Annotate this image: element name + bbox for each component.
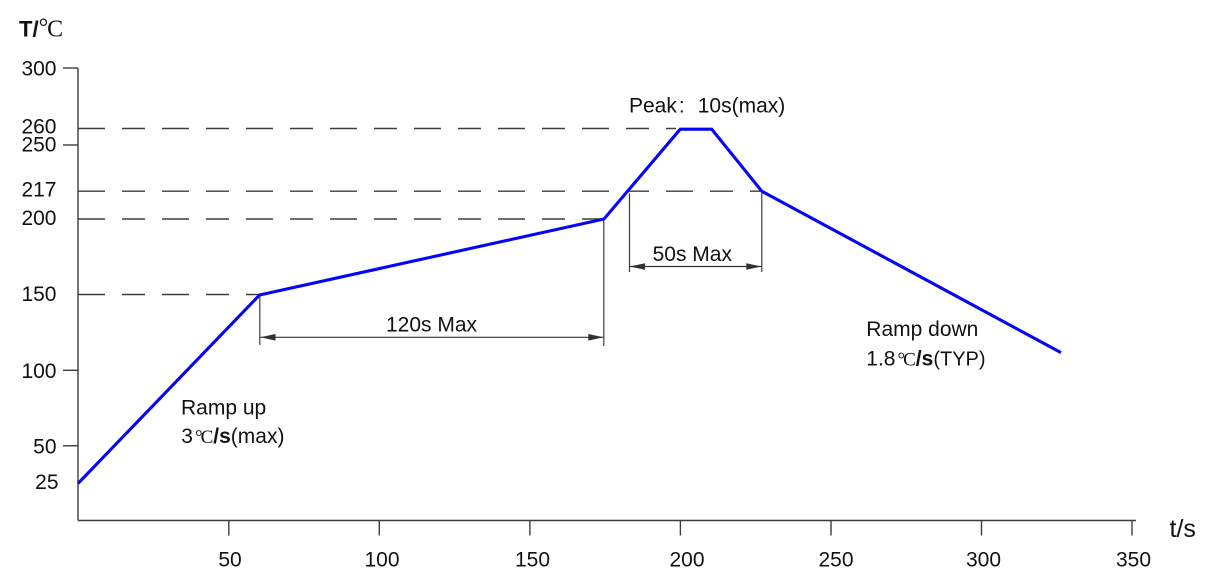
svg-text:300: 300 [21, 57, 56, 80]
svg-text:50s Max: 50s Max [653, 243, 733, 266]
svg-text:50: 50 [33, 435, 56, 458]
svg-text:250: 250 [818, 549, 853, 572]
svg-text:250: 250 [21, 133, 56, 156]
svg-text:200: 200 [21, 207, 56, 230]
svg-text:t/s: t/s [1170, 515, 1196, 543]
svg-text:200: 200 [669, 549, 704, 572]
svg-text:300: 300 [966, 549, 1001, 572]
svg-text:3°C/s(max): 3 °C/s(max) [181, 425, 284, 448]
svg-text:150: 150 [515, 549, 550, 572]
svg-text:350: 350 [1116, 549, 1151, 572]
svg-text:120s Max: 120s Max [386, 314, 478, 337]
svg-text:Peak:10s(max): Peak: 10s(max) [629, 94, 785, 117]
svg-text:Ramp up: Ramp up [181, 396, 266, 419]
svg-text:1.8°C/s(TYP): 1.8 °C/s(TYP) [866, 348, 985, 371]
svg-text:260: 260 [21, 115, 56, 138]
svg-text:100: 100 [21, 360, 56, 383]
svg-text:100: 100 [364, 549, 399, 572]
svg-text:T/°C: T/°C [19, 15, 63, 43]
svg-text:25: 25 [35, 471, 58, 494]
svg-text:Ramp down: Ramp down [866, 318, 978, 341]
svg-text:217: 217 [21, 179, 56, 202]
svg-text:50: 50 [218, 549, 241, 572]
svg-text:150: 150 [21, 283, 56, 306]
